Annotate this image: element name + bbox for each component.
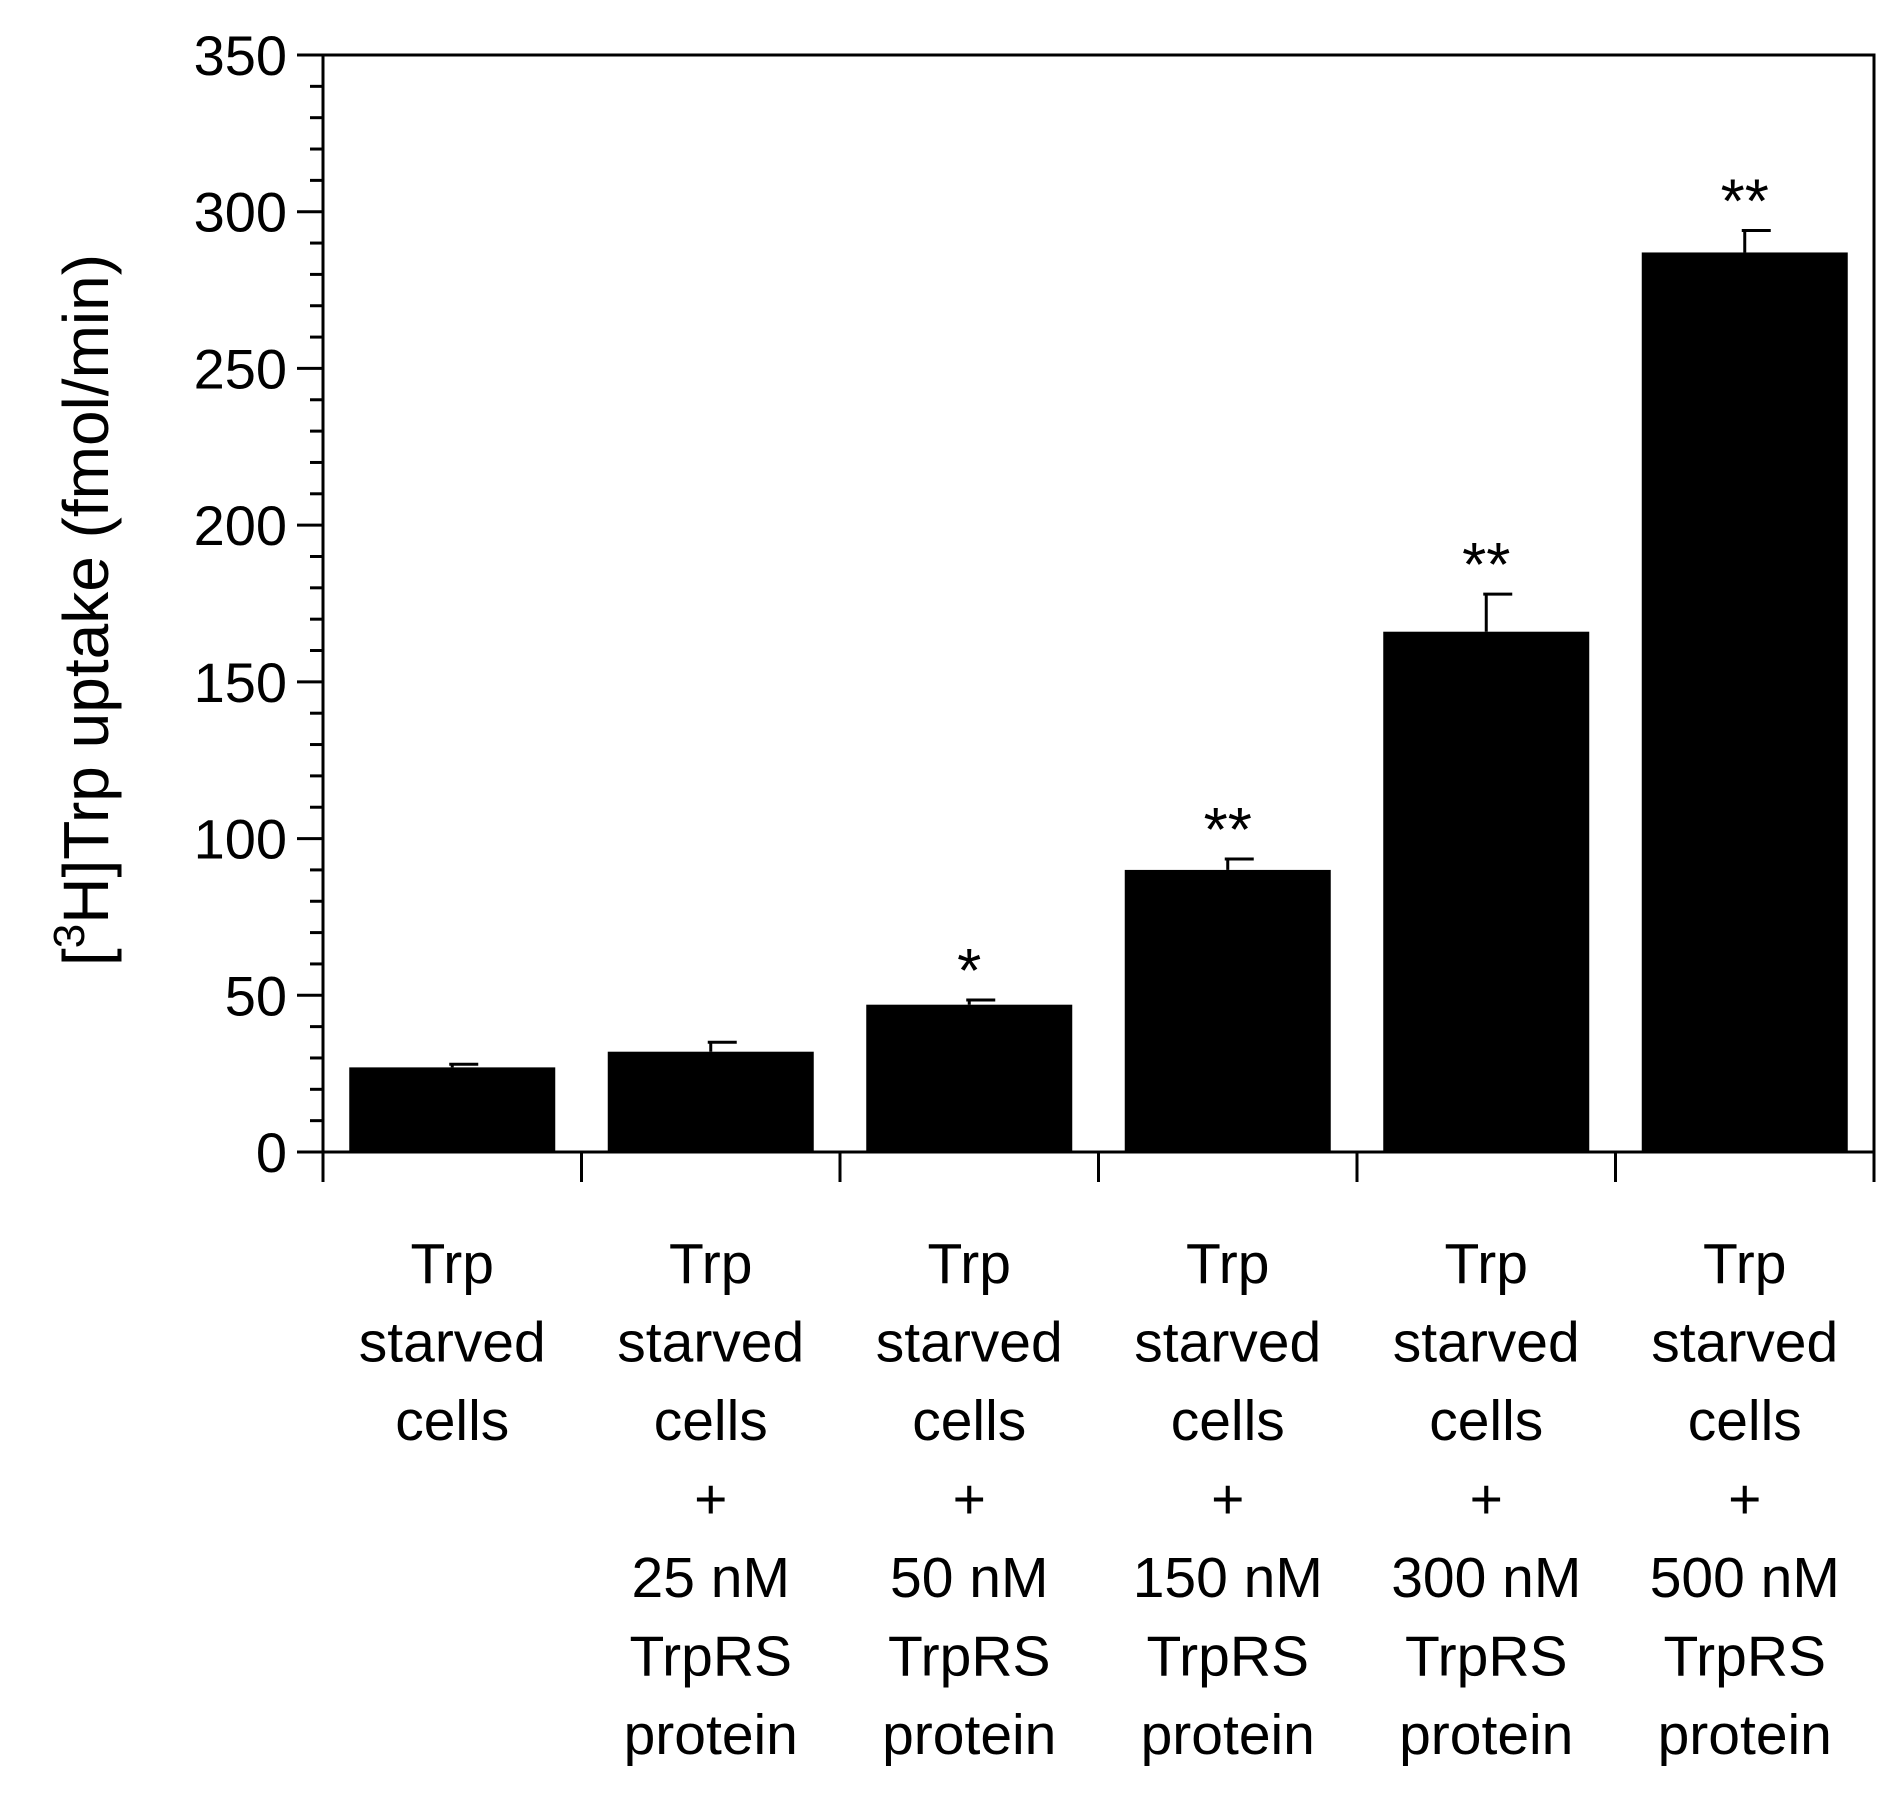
category-label-1-line-3: cells (395, 1389, 509, 1453)
category-label-3-line-3: cells (912, 1389, 1026, 1453)
category-label-2-line-5: 25 nM (632, 1546, 790, 1610)
significance-marker-3: * (957, 937, 981, 1006)
category-label-2-line-7: protein (624, 1703, 798, 1767)
y-axis-label-text: H]Trp uptake (fmol/min) (50, 254, 122, 924)
y-tick-label: 250 (194, 337, 287, 400)
category-label-4-line-2: starved (1134, 1311, 1321, 1375)
category-label-6-line-3: cells (1688, 1389, 1802, 1453)
bar-6 (1641, 252, 1848, 1152)
category-label-5-line-5: 300 nM (1391, 1546, 1581, 1610)
category-label-3-line-5: 50 nM (890, 1546, 1048, 1610)
y-tick-label: 300 (194, 181, 287, 244)
y-axis-label-bracket: [ (50, 948, 122, 966)
category-label-4-line-6: TrpRS (1146, 1625, 1309, 1689)
bar-4 (1124, 869, 1331, 1152)
y-axis-label-superscript: 3 (45, 924, 94, 948)
y-tick-label: 350 (194, 24, 287, 87)
bars (349, 252, 1848, 1152)
category-label-5-line-2: starved (1393, 1311, 1580, 1375)
category-label-3-line-2: starved (876, 1311, 1063, 1375)
category-labels: Trp starved cells Trp starved cells +25 nM TrpR… (359, 1232, 1840, 1767)
y-axis-ticks: 0 50 100 150 200 250 300 350 (194, 24, 323, 1184)
category-label-4-line-1: Trp (1186, 1232, 1269, 1296)
category-label-1-line-1: Trp (411, 1232, 494, 1296)
category-label-3-line-7: protein (882, 1703, 1056, 1767)
significance-markers: ******* (957, 168, 1769, 1006)
significance-marker-4: ** (1204, 796, 1252, 865)
category-label-4-line-5: 150 nM (1133, 1546, 1323, 1610)
y-axis-label: [3H]Trp uptake (fmol/min) (45, 254, 122, 966)
category-label-6-line-7: protein (1658, 1703, 1832, 1767)
bar-3 (866, 1004, 1073, 1152)
category-label-2-line-2: starved (617, 1311, 804, 1375)
y-tick-label: 0 (256, 1121, 287, 1184)
category-label-5-line-6: TrpRS (1405, 1625, 1568, 1689)
category-label-6-line-5: 500 nM (1650, 1546, 1840, 1610)
category-label-5-line-4: + (1470, 1468, 1503, 1532)
category-label-1-line-2: starved (359, 1311, 546, 1375)
category-label-2-line-1: Trp (669, 1232, 752, 1296)
bar-2 (607, 1051, 814, 1152)
category-label-3-line-4: + (953, 1468, 986, 1532)
category-label-4-line-7: protein (1141, 1703, 1315, 1767)
category-label-2-line-3: cells (654, 1389, 768, 1453)
category-label-5-line-1: Trp (1445, 1232, 1528, 1296)
category-label-6-line-2: starved (1651, 1311, 1838, 1375)
y-tick-label: 100 (194, 808, 287, 871)
category-label-4-line-4: + (1211, 1468, 1244, 1532)
category-label-2-line-4: + (694, 1468, 727, 1532)
y-tick-label: 50 (225, 964, 287, 1027)
plot-frame (321, 53, 1876, 1154)
category-label-3-line-1: Trp (928, 1232, 1011, 1296)
category-label-4-line-3: cells (1171, 1389, 1285, 1453)
y-tick-label: 200 (194, 494, 287, 557)
error-bars (449, 229, 1771, 1068)
category-label-6-line-4: + (1728, 1468, 1761, 1532)
x-axis-ticks (321, 1152, 1876, 1182)
category-label-5-line-3: cells (1429, 1389, 1543, 1453)
category-label-6-line-6: TrpRS (1663, 1625, 1826, 1689)
significance-marker-5: ** (1462, 531, 1510, 600)
bar-5 (1383, 631, 1590, 1152)
category-label-3-line-6: TrpRS (888, 1625, 1051, 1689)
category-label-2-line-6: TrpRS (629, 1625, 792, 1689)
category-label-5-line-7: protein (1399, 1703, 1573, 1767)
category-label-6-line-1: Trp (1703, 1232, 1786, 1296)
bar-1 (349, 1067, 556, 1152)
significance-marker-6: ** (1721, 168, 1769, 237)
y-tick-label: 150 (194, 651, 287, 714)
